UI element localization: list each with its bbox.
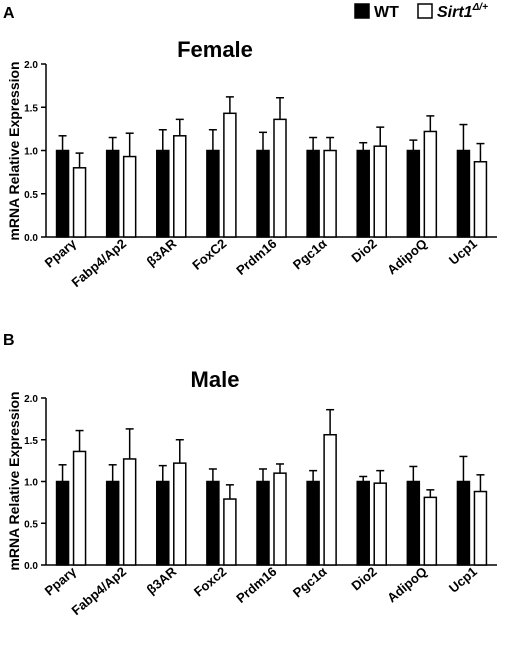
panel-a-bar <box>105 149 120 238</box>
panel-b-bar <box>473 490 488 566</box>
panel-b-bar <box>256 480 270 566</box>
legend: WT Sirt1Δ/+ <box>354 2 488 21</box>
panel-a-bar <box>456 149 471 238</box>
panel-b-bar <box>273 472 287 566</box>
panel-a-bar <box>72 167 87 238</box>
panel-a-letter: A <box>3 5 15 22</box>
panel-a-bar <box>356 149 370 238</box>
panel-a-category-label: Pgc1α <box>290 236 330 273</box>
panel-a-category-label: AdipoQ <box>384 236 430 278</box>
panel-b-ytick-label: 1.5 <box>24 436 38 447</box>
panel-a-bar <box>173 135 187 238</box>
panel-b-bar <box>356 480 370 566</box>
panel-b-bar <box>122 458 137 566</box>
panel-b-title: Male <box>191 367 240 392</box>
panel-a-category-label: Ucp1 <box>446 236 480 268</box>
panel-a-title: Female <box>177 37 253 62</box>
panel-a-category-label: Dio2 <box>348 236 379 266</box>
panel-b-category-label: Prdm16 <box>233 564 279 606</box>
legend-mut-swatch <box>417 3 433 19</box>
panel-b-ytick-label: 1.0 <box>24 478 38 489</box>
panel-a-category-label: FoxC2 <box>189 236 229 273</box>
panel-a-bar <box>306 149 320 238</box>
panel-a-bar <box>122 155 137 238</box>
panel-a-bar <box>406 149 421 238</box>
panel-b-bar <box>306 480 320 566</box>
panel-b-ytick-label: 2.0 <box>24 394 38 405</box>
panel-b-bar <box>406 480 421 566</box>
panel-b-bar <box>206 480 220 566</box>
legend-mut-label-sup: Δ/+ <box>472 2 488 13</box>
panel-a-ytick-label: 1.0 <box>24 147 38 158</box>
panel-a-bar <box>423 130 438 238</box>
panel-b-bar <box>105 480 120 566</box>
panel-b-category-label: Pparγ <box>42 563 80 598</box>
panel-b-ytick-label: 0.0 <box>24 561 38 572</box>
panel-a: A Female mRNA Relative Expression 0.0 0.5… <box>3 5 497 290</box>
panel-a-bar <box>156 149 170 238</box>
panel-a-bar <box>223 112 237 238</box>
panel-b-bar <box>223 498 237 566</box>
panel-b-category-label: AdipoQ <box>384 564 430 606</box>
panel-b-category-label: Fabp4/Ap2 <box>69 564 130 618</box>
panel-a-category-label: Fabp4/Ap2 <box>69 236 130 290</box>
panel-a-bar <box>373 145 387 238</box>
legend-mut-label: Sirt1Δ/+ <box>437 2 488 21</box>
panel-a-bar <box>323 149 337 238</box>
panel-a-ylabel: mRNA Relative Expression <box>6 61 22 240</box>
panel-b-bar <box>373 482 387 566</box>
panel-a-bar <box>206 149 220 238</box>
panel-b: B Male mRNA Relative Expression 0.0 0.5 1.… <box>3 332 497 618</box>
panel-b-category-label: Pgc1α <box>290 564 330 601</box>
panel-a-ytick-label: 0.5 <box>24 190 38 201</box>
panel-b-category-label: β3AR <box>144 563 180 597</box>
panel-b-ylabel: mRNA Relative Expression <box>6 391 22 570</box>
panel-b-bar <box>173 462 187 566</box>
panel-a-ytick-label: 1.5 <box>24 103 38 114</box>
panel-b-bar <box>323 433 337 566</box>
panel-a-ytick-label: 2.0 <box>24 60 38 71</box>
legend-wt-label: WT <box>374 4 399 21</box>
panel-b-category-label: Dio2 <box>348 564 379 594</box>
panel-a-category-label: β3AR <box>144 235 180 269</box>
legend-wt-swatch <box>354 3 370 19</box>
panel-b-bar <box>72 450 87 566</box>
panel-a-bar <box>256 149 270 238</box>
panel-b-category-label: Ucp1 <box>446 564 480 596</box>
panel-a-ytick-label: 0.0 <box>24 233 38 244</box>
panel-a-bar <box>273 118 287 238</box>
panel-b-letter: B <box>3 332 15 349</box>
panel-b-bar <box>55 480 70 566</box>
panel-b-bar <box>156 480 170 566</box>
panel-b-bar <box>423 496 438 566</box>
legend-mut-label-main: Sirt1 <box>437 4 473 21</box>
panel-b-category-label: Foxc2 <box>191 564 229 600</box>
panel-a-category-label: Prdm16 <box>233 236 279 278</box>
panel-a-bar <box>473 160 488 238</box>
panel-a-bar <box>55 149 70 238</box>
panel-a-category-label: Pparγ <box>42 235 80 270</box>
panel-b-ytick-label: 0.5 <box>24 519 38 530</box>
panel-b-bar <box>456 480 471 566</box>
